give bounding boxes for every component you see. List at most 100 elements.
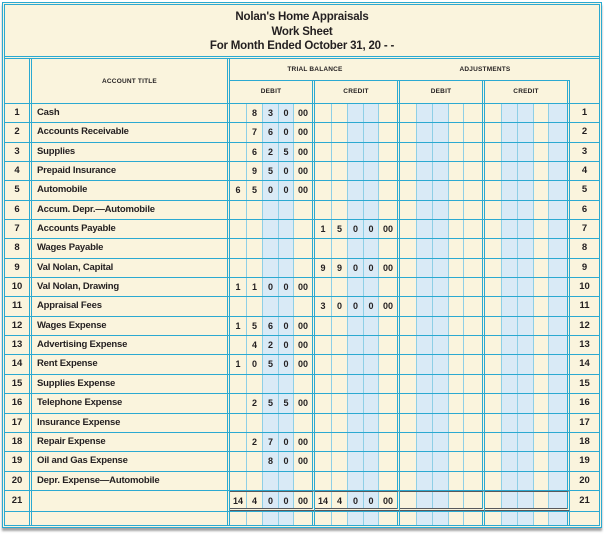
digit-cell: 5 [263, 162, 279, 181]
adjustments-debit-cell [400, 220, 485, 239]
digit-cell [485, 452, 502, 471]
digit-cell: 0 [348, 220, 364, 239]
digit-cell [230, 511, 247, 525]
digit-cell [417, 278, 433, 297]
digit-cell: 0 [279, 162, 294, 181]
digit-cell [449, 278, 464, 297]
digit-cell [485, 413, 502, 432]
adjustments-credit-cell [485, 162, 570, 181]
digit-cell [549, 452, 567, 471]
digit-cell [348, 432, 364, 452]
digit-cell [263, 413, 279, 432]
digit-cell [417, 471, 433, 490]
line-number-header-right [570, 59, 599, 103]
digit-cell [433, 471, 449, 490]
worksheet-row: 19 Oil and Gas Expense 8 0 00 19 [5, 452, 599, 472]
digit-cell [485, 123, 502, 142]
digit-cell: 0 [279, 123, 294, 142]
adjustments-debit-cell [400, 316, 485, 336]
adjustments-credit-cell [485, 413, 570, 432]
digit-cell [464, 104, 482, 122]
digit-cell [518, 336, 534, 355]
digit-cell: 0 [279, 181, 294, 200]
line-number-right: 5 [581, 184, 588, 196]
digit-cell [485, 471, 502, 490]
line-number-left: 13 [5, 336, 32, 355]
digit-cell [433, 336, 449, 355]
digit-cell [400, 258, 417, 278]
digit-cell [230, 258, 247, 278]
account-title-cell: Supplies [32, 142, 230, 162]
adjustments-credit-cell [485, 220, 570, 239]
digit-cell [247, 200, 263, 220]
worksheet-filler-row [5, 511, 599, 525]
digit-cell [502, 297, 518, 316]
digit-cell: 3 [263, 104, 279, 123]
digit-cell [348, 181, 364, 200]
digit-cell: 8 [263, 452, 279, 471]
digit-cell [518, 278, 534, 297]
digit-cell [433, 278, 449, 297]
digit-cell [502, 336, 518, 355]
digit-cell [518, 355, 534, 374]
column-headers: ACCOUNT TITLE TRIAL BALANCE DEBIT CREDIT… [5, 59, 599, 104]
digit-cell [433, 239, 449, 258]
digit-cell: 00 [382, 495, 393, 506]
digit-cell [315, 452, 332, 471]
worksheet-row: 11 Appraisal Fees 3 0 0 0 00 11 [5, 297, 599, 317]
digit-cell [485, 220, 502, 239]
digit-cell [549, 200, 567, 220]
digit-cell [433, 104, 449, 123]
trial-balance-debit-cell [230, 511, 315, 525]
digit-cell [485, 162, 502, 181]
account-title-cell: Val Nolan, Capital [32, 258, 230, 278]
digit-cell: 1 [230, 316, 247, 336]
digit-cell [485, 374, 502, 394]
digit-cell [379, 394, 397, 412]
line-number-right: 12 [579, 319, 590, 331]
digit-cell [417, 142, 433, 162]
digit-cell [518, 413, 534, 432]
adjustments-credit-header: CREDIT [485, 81, 570, 103]
adjustments-credit-cell [485, 316, 570, 336]
adjustments-debit-cell [400, 162, 485, 181]
digit-cell: 2 [263, 336, 279, 355]
digit-cell [485, 491, 502, 508]
digit-cell [417, 258, 433, 278]
trial-balance-credit-cell [315, 471, 400, 490]
digit-cell [433, 413, 449, 432]
digit-cell [332, 200, 348, 220]
digit-cell [502, 200, 518, 220]
digit-cell [315, 374, 332, 394]
worksheet-row: 8 Wages Payable 8 [5, 239, 599, 259]
account-title-cell: Supplies Expense [32, 374, 230, 394]
digit-cell [433, 432, 449, 452]
trial-balance-debit-header: DEBIT [230, 81, 315, 103]
digit-cell: 0 [279, 316, 294, 336]
digit-cell [449, 142, 464, 162]
digit-cell [348, 471, 364, 490]
digit-cell [315, 239, 332, 258]
digit-cell [464, 414, 482, 432]
digit-cell: 0 [364, 297, 379, 316]
digit-cell [549, 123, 567, 142]
account-title-cell: Accum. Depr.—Automobile [32, 200, 230, 220]
digit-cell [379, 317, 397, 335]
digit-cell [502, 413, 518, 432]
digit-cell: 7 [263, 432, 279, 452]
trial-balance-debit-cell [230, 374, 315, 394]
digit-cell [518, 452, 534, 471]
digit-cell [263, 471, 279, 490]
digit-cell [417, 374, 433, 394]
digit-cell [549, 258, 567, 278]
adjustments-debit-cell [400, 452, 485, 471]
digit-cell [247, 239, 263, 258]
digit-cell [364, 511, 379, 525]
digit-cell: 00 [297, 127, 308, 138]
digit-cell [485, 200, 502, 220]
digit-cell: 6 [230, 181, 247, 200]
digit-cell [449, 181, 464, 200]
trial-balance-debit-cell: 6 5 0 0 00 [230, 181, 315, 200]
digit-cell [417, 162, 433, 181]
line-number-left [5, 511, 32, 525]
